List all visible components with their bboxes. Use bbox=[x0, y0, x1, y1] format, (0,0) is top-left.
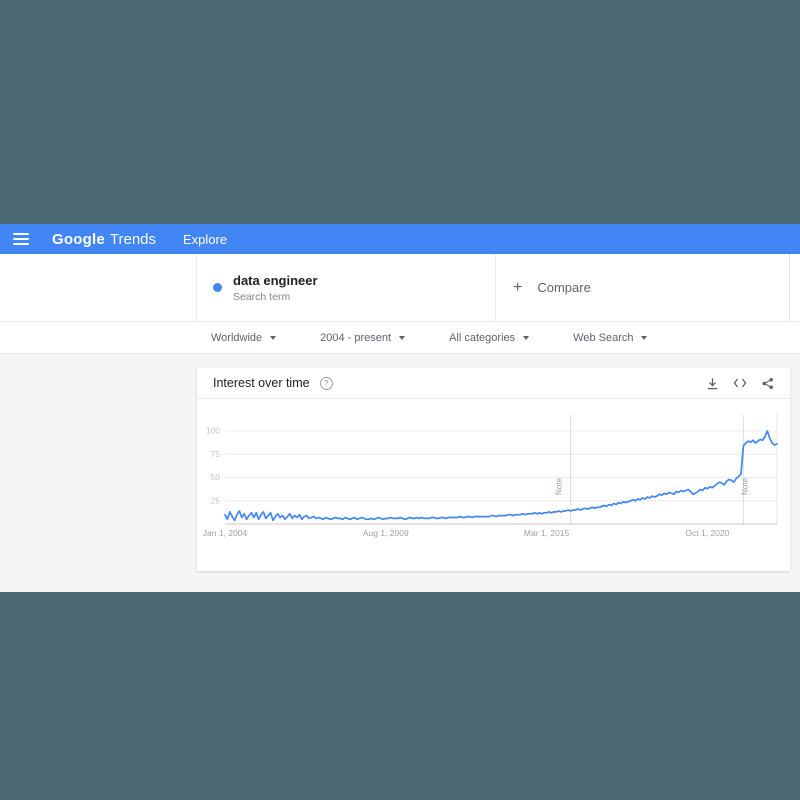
svg-text:Mar 1, 2015: Mar 1, 2015 bbox=[524, 528, 570, 538]
svg-text:100: 100 bbox=[206, 426, 220, 436]
filter-region-label: Worldwide bbox=[211, 331, 263, 344]
trend-chart-svg[interactable]: 25 50 75 100 Note Note Jan 1, 2004 Aug 1, 2009 M… bbox=[197, 399, 790, 571]
main-content: Interest over time ? bbox=[0, 368, 800, 592]
plus-icon: + bbox=[513, 278, 523, 296]
svg-text:Note: Note bbox=[555, 478, 564, 495]
card-toolbar bbox=[706, 377, 774, 390]
nav-explore[interactable]: Explore bbox=[183, 231, 228, 247]
search-term-label: data engineer bbox=[233, 272, 318, 288]
help-icon[interactable]: ? bbox=[319, 376, 333, 390]
row-edge bbox=[789, 254, 800, 321]
filter-time-dropdown[interactable]: 2004 - present bbox=[320, 331, 406, 344]
svg-text:25: 25 bbox=[211, 495, 221, 505]
filter-category-dropdown[interactable]: All categories bbox=[449, 331, 530, 344]
svg-text:Note: Note bbox=[740, 478, 749, 495]
svg-text:50: 50 bbox=[211, 472, 221, 482]
share-icon[interactable] bbox=[761, 377, 774, 390]
filter-search-type-label: Web Search bbox=[573, 331, 634, 344]
embed-code-icon[interactable] bbox=[733, 377, 747, 389]
card-header: Interest over time ? bbox=[197, 368, 790, 398]
svg-text:Jan 1, 2004: Jan 1, 2004 bbox=[203, 528, 248, 538]
download-icon[interactable] bbox=[706, 377, 719, 390]
filter-time-label: 2004 - present bbox=[320, 331, 392, 344]
left-spacer bbox=[0, 254, 197, 321]
chart-area: 25 50 75 100 Note Note Jan 1, 2004 Aug 1, 2009 M… bbox=[197, 399, 790, 576]
search-term-row: data engineer Search term + Compare bbox=[0, 254, 800, 322]
filter-region-dropdown[interactable]: Worldwide bbox=[211, 331, 277, 344]
search-term-chip[interactable]: data engineer Search term bbox=[197, 254, 495, 321]
interest-over-time-card: Interest over time ? bbox=[197, 368, 790, 571]
chevron-down-icon bbox=[399, 335, 406, 340]
filter-search-type-dropdown[interactable]: Web Search bbox=[573, 331, 648, 344]
logo-trends-text: Trends bbox=[109, 230, 157, 248]
filters-row: Worldwide 2004 - present All categories … bbox=[0, 322, 800, 354]
compare-button[interactable]: + Compare bbox=[495, 254, 789, 321]
filter-category-label: All categories bbox=[449, 331, 516, 344]
app-header: Google Trends Explore bbox=[0, 224, 800, 254]
logo-google-text: Google bbox=[52, 230, 105, 248]
compare-label: Compare bbox=[537, 280, 591, 295]
google-trends-logo[interactable]: Google Trends bbox=[52, 231, 156, 248]
svg-text:Oct 1, 2020: Oct 1, 2020 bbox=[685, 528, 729, 538]
card-divider bbox=[197, 398, 790, 399]
chevron-down-icon bbox=[523, 335, 530, 340]
google-trends-app: Google Trends Explore data engineer Sear… bbox=[0, 224, 800, 592]
chevron-down-icon bbox=[270, 335, 277, 340]
series-color-dot-icon bbox=[213, 283, 222, 292]
svg-text:Aug 1, 2009: Aug 1, 2009 bbox=[363, 528, 409, 538]
card-title: Interest over time bbox=[213, 376, 310, 390]
search-term-type: Search term bbox=[233, 290, 291, 303]
svg-text:75: 75 bbox=[211, 449, 221, 459]
hamburger-menu-icon[interactable] bbox=[13, 233, 29, 245]
chevron-down-icon bbox=[641, 335, 648, 340]
